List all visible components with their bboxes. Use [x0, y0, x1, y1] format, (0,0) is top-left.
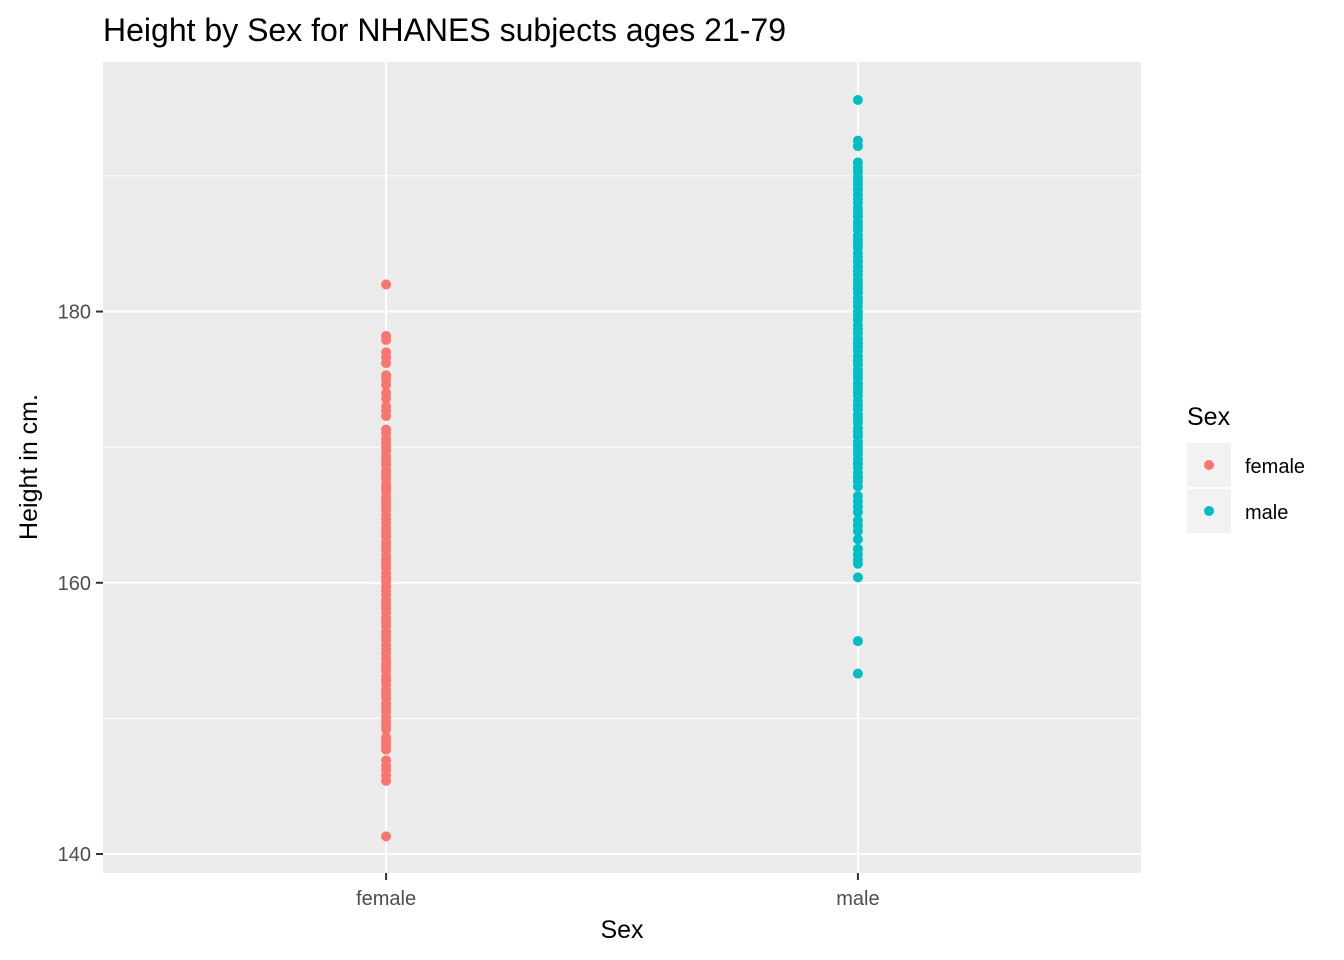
plot-panel — [103, 62, 1141, 873]
data-point-male — [852, 572, 863, 583]
data-point-female — [381, 424, 392, 435]
x-tick-label: male — [836, 888, 879, 910]
data-point-male — [852, 668, 863, 679]
legend-label-male: male — [1245, 502, 1288, 524]
y-tick-label: 140 — [58, 844, 91, 866]
chart-title: Height by Sex for NHANES subjects ages 2… — [103, 12, 786, 48]
data-point-male — [852, 157, 863, 168]
data-point-female — [381, 387, 392, 398]
data-point-female — [381, 347, 392, 358]
data-points — [381, 94, 863, 842]
data-point-male — [852, 490, 863, 501]
y-tick-label: 180 — [58, 302, 91, 324]
data-point-male — [852, 534, 863, 545]
x-tick-label: female — [356, 888, 416, 910]
y-axis-title: Height in cm. — [15, 394, 43, 540]
data-point-female — [381, 279, 392, 290]
data-point-female — [381, 732, 392, 743]
legend-label-female: female — [1245, 456, 1305, 478]
data-point-male — [852, 636, 863, 647]
y-axis: 140 160 180 — [58, 302, 103, 866]
legend-title: Sex — [1187, 403, 1231, 431]
data-point-female — [381, 330, 392, 341]
legend: Sex female male — [1187, 403, 1305, 533]
data-point-female — [381, 831, 392, 842]
x-axis: female male — [356, 873, 880, 910]
data-point-male — [852, 543, 863, 554]
y-tick-label: 160 — [58, 573, 91, 595]
legend-swatch-male — [1204, 506, 1214, 516]
legend-swatch-female — [1204, 460, 1214, 470]
data-point-female — [381, 755, 392, 766]
data-point-male — [852, 135, 863, 146]
data-point-male — [852, 515, 863, 526]
data-point-female — [381, 401, 392, 412]
x-axis-title: Sex — [600, 916, 644, 944]
data-point-male — [852, 94, 863, 105]
data-point-female — [381, 370, 392, 381]
